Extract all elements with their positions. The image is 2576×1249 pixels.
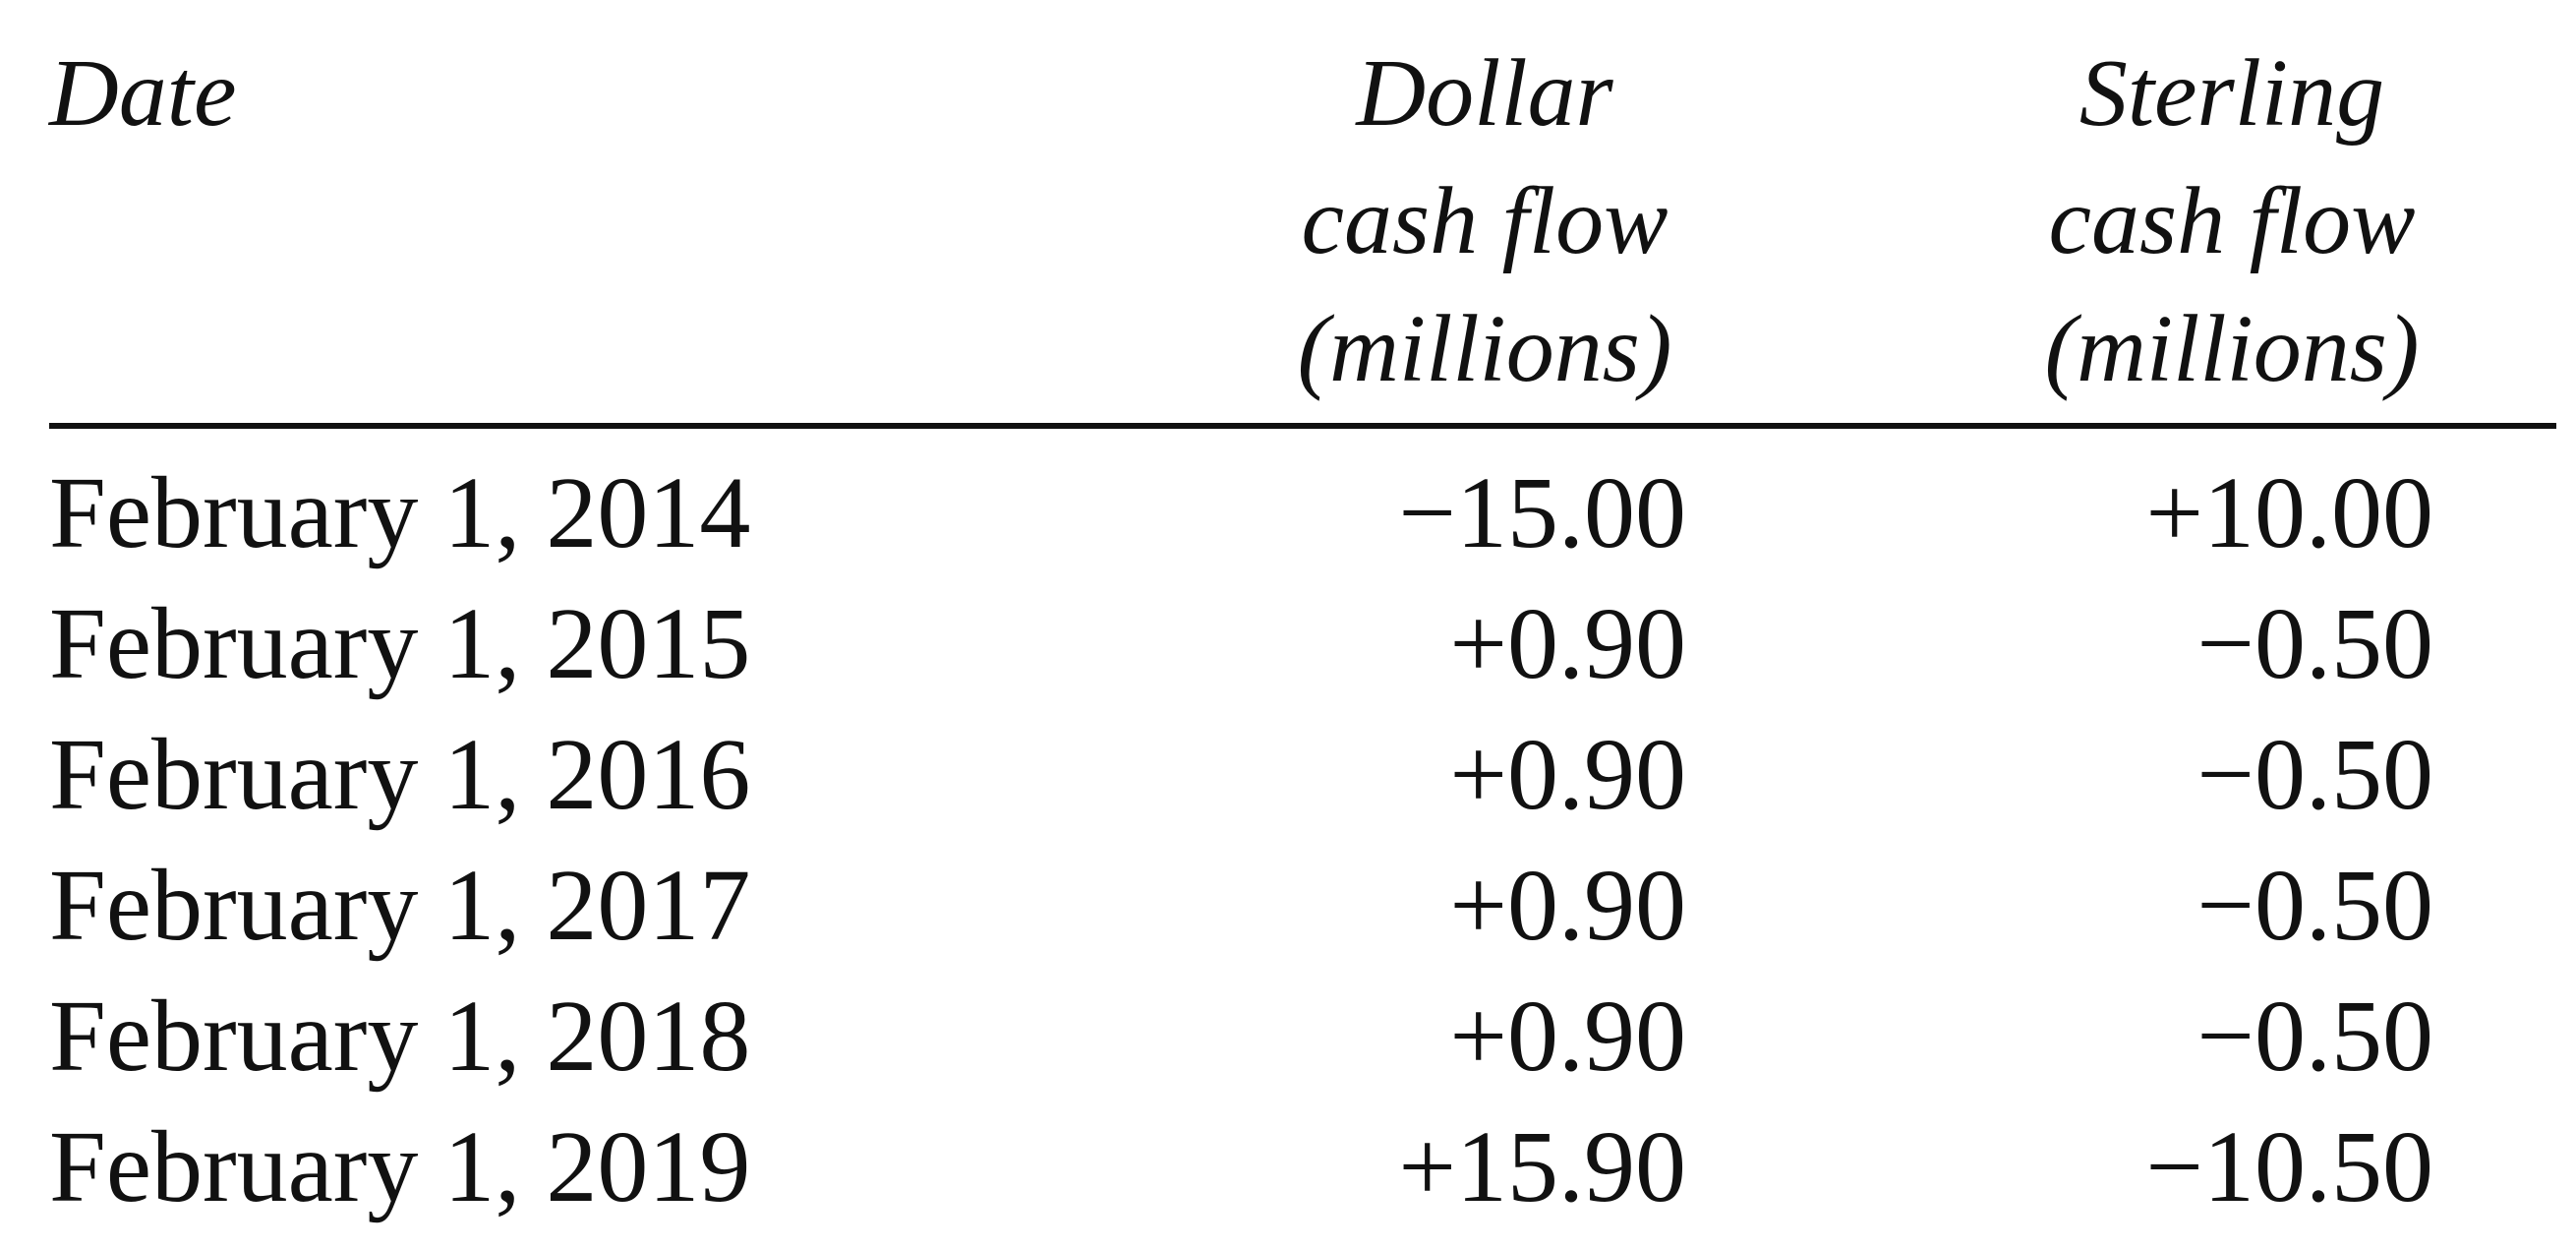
sterling-cell: −0.50 bbox=[2196, 849, 2433, 962]
table-row: February 1, 2016 +0.90 −0.50 bbox=[49, 709, 2556, 840]
date-cell: February 1, 2018 bbox=[49, 980, 751, 1093]
sterling-cell: −10.50 bbox=[2145, 1110, 2433, 1223]
sterling-cell: −0.50 bbox=[2196, 980, 2433, 1093]
date-cell: February 1, 2019 bbox=[49, 1110, 751, 1223]
dollar-cell: −15.00 bbox=[1398, 456, 1686, 569]
header-rule bbox=[49, 423, 2556, 429]
sterling-cell: −0.50 bbox=[2196, 587, 2433, 700]
cash-flow-table: Date Dollar cash flow (millions) Sterlin… bbox=[49, 30, 2556, 1223]
dollar-cell: +0.90 bbox=[1449, 849, 1686, 962]
date-cell: February 1, 2015 bbox=[49, 587, 751, 700]
table-row: February 1, 2017 +0.90 −0.50 bbox=[49, 840, 2556, 971]
dollar-cell: +0.90 bbox=[1449, 587, 1686, 700]
table-row: February 1, 2018 +0.90 −0.50 bbox=[49, 971, 2556, 1101]
table-body: February 1, 2014 −15.00 +10.00 February … bbox=[49, 447, 2556, 1232]
dollar-cell: +0.90 bbox=[1449, 980, 1686, 1093]
sterling-cell: +10.00 bbox=[2145, 456, 2433, 569]
table-row: February 1, 2015 +0.90 −0.50 bbox=[49, 578, 2556, 709]
header-dollar-cash-flow: Dollar cash flow (millions) bbox=[1297, 40, 1672, 402]
table-header: Date Dollar cash flow (millions) Sterlin… bbox=[49, 30, 2556, 429]
header-sterling-cash-flow: Sterling cash flow (millions) bbox=[2044, 40, 2420, 402]
header-date: Date bbox=[49, 40, 237, 147]
date-cell: February 1, 2017 bbox=[49, 849, 751, 962]
dollar-cell: +0.90 bbox=[1449, 718, 1686, 831]
date-cell: February 1, 2016 bbox=[49, 718, 751, 831]
table-row: February 1, 2014 −15.00 +10.00 bbox=[49, 447, 2556, 578]
dollar-cell: +15.90 bbox=[1398, 1110, 1686, 1223]
date-cell: February 1, 2014 bbox=[49, 456, 751, 569]
table-row: February 1, 2019 +15.90 −10.50 bbox=[49, 1101, 2556, 1232]
sterling-cell: −0.50 bbox=[2196, 718, 2433, 831]
